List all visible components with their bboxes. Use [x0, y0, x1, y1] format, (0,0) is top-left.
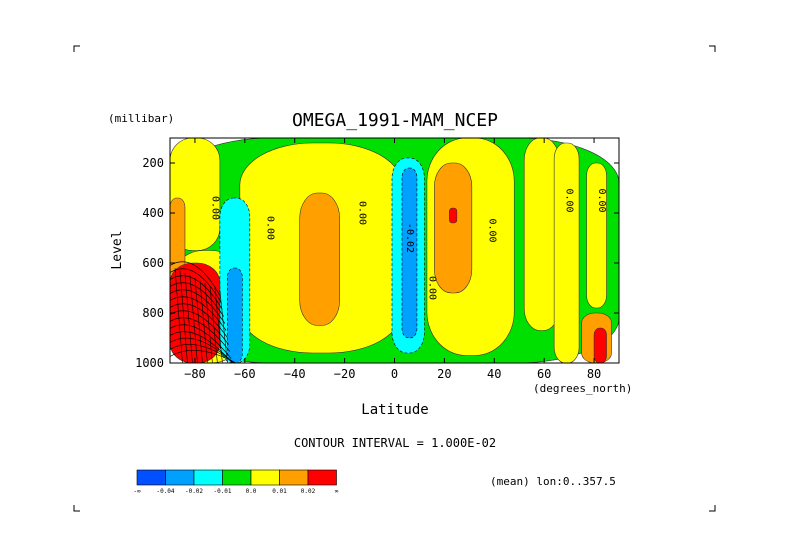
colorbar-label: 0.0 — [246, 488, 257, 495]
x-tick-label: 80 — [587, 367, 601, 381]
colorbar-swatch — [136, 469, 166, 486]
contour-label: -0.02 — [404, 223, 415, 253]
contour-fill-regions — [170, 138, 619, 363]
contour-line — [170, 268, 222, 303]
contour-region-yellow — [553, 142, 580, 363]
colorbar-swatch — [279, 469, 309, 486]
x-axis-label: Latitude — [361, 402, 428, 418]
contour-label: 0.00 — [564, 188, 575, 212]
contour-line — [184, 272, 193, 363]
y-tick-label: 400 — [142, 206, 164, 220]
contour-line — [179, 270, 188, 363]
crop-mark-top-right — [709, 45, 716, 52]
dense-contour-lines — [170, 261, 237, 363]
x-tick-label: 60 — [537, 367, 551, 381]
crop-marks — [73, 45, 716, 512]
contour-line — [170, 275, 223, 310]
contour-label: 0.00 — [596, 188, 607, 212]
colorbar-label: -0.01 — [213, 488, 231, 495]
chart-title: OMEGA_1991-MAM_NCEP — [292, 110, 498, 131]
y-tick-label: 200 — [142, 156, 164, 170]
contour-value-labels: 0.00 0.00 0.00 -0.02 0.00 0.00 0.00 0.00 — [209, 188, 607, 300]
y-axis-units: (millibar) — [108, 112, 174, 125]
colorbar-label: -0.02 — [185, 488, 203, 495]
x-tick-label: −20 — [334, 367, 356, 381]
x-tick-label: −40 — [284, 367, 306, 381]
contour-line — [170, 350, 237, 363]
crop-mark-top-left — [73, 45, 80, 52]
contour-line — [174, 267, 183, 363]
contour-line — [170, 343, 236, 363]
contour-line — [170, 317, 231, 352]
contour-region-blue — [401, 167, 418, 339]
mean-lon-text: (mean) lon:0..357.5 — [490, 475, 616, 488]
x-tick-label: 20 — [437, 367, 451, 381]
contour-region-orange — [434, 162, 473, 294]
contour-label: 0.00 — [209, 196, 220, 220]
y-tick-label: 800 — [142, 306, 164, 320]
contour-line — [194, 277, 203, 363]
x-tick-label: −60 — [234, 367, 256, 381]
y-tick-label: 1000 — [135, 356, 164, 370]
x-tick-label: −80 — [184, 367, 206, 381]
colorbar-label: -0.04 — [156, 488, 174, 495]
contour-label: 0.00 — [357, 201, 368, 225]
contour-line — [170, 324, 232, 359]
colorbar-swatch — [307, 469, 337, 486]
colorbar-label: -∞ — [133, 488, 141, 495]
contour-line — [170, 303, 228, 338]
colorbar-swatch — [250, 469, 280, 486]
colorbar-label: 0.01 — [272, 488, 287, 495]
colorbar: -∞ -0.04 -0.02 -0.01 0.0 0.01 0.02 ∞ — [133, 469, 339, 495]
y-axis-label: Level — [110, 230, 125, 269]
contour-region-red — [449, 207, 458, 224]
contour-line — [219, 290, 228, 363]
x-axis-units: (degrees_north) — [533, 382, 632, 395]
contour-line — [170, 310, 229, 345]
colorbar-swatch — [222, 469, 252, 486]
contour-interval-text: CONTOUR INTERVAL = 1.000E-02 — [294, 436, 496, 450]
x-axis-ticks: −80 −60 −40 −20 0 20 40 60 80 — [184, 138, 601, 381]
contour-region-yellow — [586, 162, 607, 309]
colorbar-label: 0.02 — [301, 488, 316, 495]
contour-line — [209, 285, 218, 363]
contour-line — [214, 287, 223, 363]
contour-region-blue — [227, 267, 243, 363]
y-axis-ticks: 200 400 600 800 1000 — [135, 156, 619, 370]
contour-line — [204, 282, 213, 363]
colorbar-label: ∞ — [335, 488, 339, 495]
contour-label: 0.00 — [486, 218, 497, 242]
colorbar-swatch — [193, 469, 223, 486]
contour-line — [199, 280, 208, 363]
crop-mark-bottom-left — [73, 505, 80, 512]
crop-mark-bottom-right — [709, 505, 716, 512]
contour-line — [189, 275, 198, 363]
y-tick-label: 600 — [142, 256, 164, 270]
contour-label: 0.00 — [264, 216, 275, 240]
colorbar-swatch — [165, 469, 195, 486]
x-tick-label: 40 — [487, 367, 501, 381]
contour-region-red — [593, 327, 607, 363]
contour-line — [170, 296, 227, 331]
x-tick-label: 0 — [391, 367, 398, 381]
contour-label: 0.00 — [426, 276, 437, 300]
contour-region-orange — [299, 192, 340, 326]
